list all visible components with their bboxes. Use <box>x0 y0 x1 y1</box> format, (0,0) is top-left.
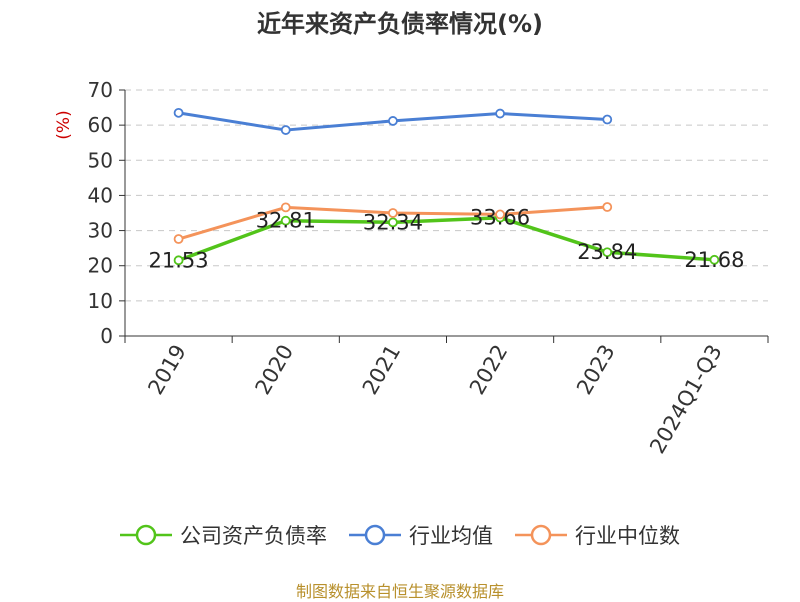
data-point <box>388 116 398 126</box>
y-tick-label: 70 <box>88 78 113 102</box>
series-lines <box>173 107 720 266</box>
legend-item[interactable]: 行业均值 <box>349 520 493 550</box>
y-axis-label: (%) <box>54 110 74 139</box>
data-point <box>495 108 505 119</box>
legend-swatch <box>349 524 401 546</box>
series-line <box>177 215 715 262</box>
legend-swatch <box>515 524 567 546</box>
data-label: 33.66 <box>470 206 530 230</box>
source-note: 制图数据来自恒生聚源数据库 <box>295 582 504 601</box>
x-tick-label: 2022 <box>465 341 513 399</box>
legend-label: 公司资产负债率 <box>180 524 327 548</box>
legend-label: 行业中位数 <box>575 524 680 548</box>
data-point <box>602 202 613 212</box>
data-point <box>709 254 720 265</box>
x-tick-label: 2019 <box>143 341 191 399</box>
data-label: 21.68 <box>684 248 744 272</box>
chart-title: 近年来资产负债率情况(%) <box>257 10 543 38</box>
y-tick-label: 40 <box>88 183 113 207</box>
data-point <box>388 217 398 228</box>
legend: 公司资产负债率 行业均值 行业中位数 <box>0 520 800 550</box>
legend-item[interactable]: 公司资产负债率 <box>120 520 327 550</box>
x-tick-label: 2021 <box>358 341 406 399</box>
y-tick-label: 30 <box>88 219 113 243</box>
legend-item[interactable]: 行业中位数 <box>515 520 680 550</box>
data-label: 32.81 <box>256 209 316 233</box>
legend-label: 行业均值 <box>409 524 493 548</box>
legend-swatch <box>120 524 172 546</box>
data-point <box>602 114 613 125</box>
y-tick-label: 20 <box>88 254 113 278</box>
grid-lines <box>125 89 768 302</box>
data-labels: 21.53 32.81 32.34 33.66 23.84 21.68 <box>149 206 745 273</box>
data-point <box>173 255 184 266</box>
data-point <box>602 247 613 258</box>
data-point <box>388 208 398 218</box>
data-label: 23.84 <box>577 240 637 264</box>
x-tick-label: 2024Q1-Q3 <box>645 341 727 458</box>
data-point <box>280 125 291 135</box>
y-tick-label: 0 <box>100 324 113 348</box>
y-tick-label: 50 <box>88 148 113 172</box>
data-point <box>495 209 505 220</box>
y-tick-label: 60 <box>88 113 113 137</box>
x-tick-label: 2023 <box>572 341 620 399</box>
data-point <box>173 107 184 118</box>
data-point <box>280 202 291 213</box>
data-point <box>173 234 184 244</box>
data-point <box>280 215 291 226</box>
data-label: 32.34 <box>363 210 423 234</box>
y-tick-label: 10 <box>88 289 113 313</box>
data-label: 21.53 <box>149 248 209 272</box>
x-tick-label: 2020 <box>251 341 299 399</box>
